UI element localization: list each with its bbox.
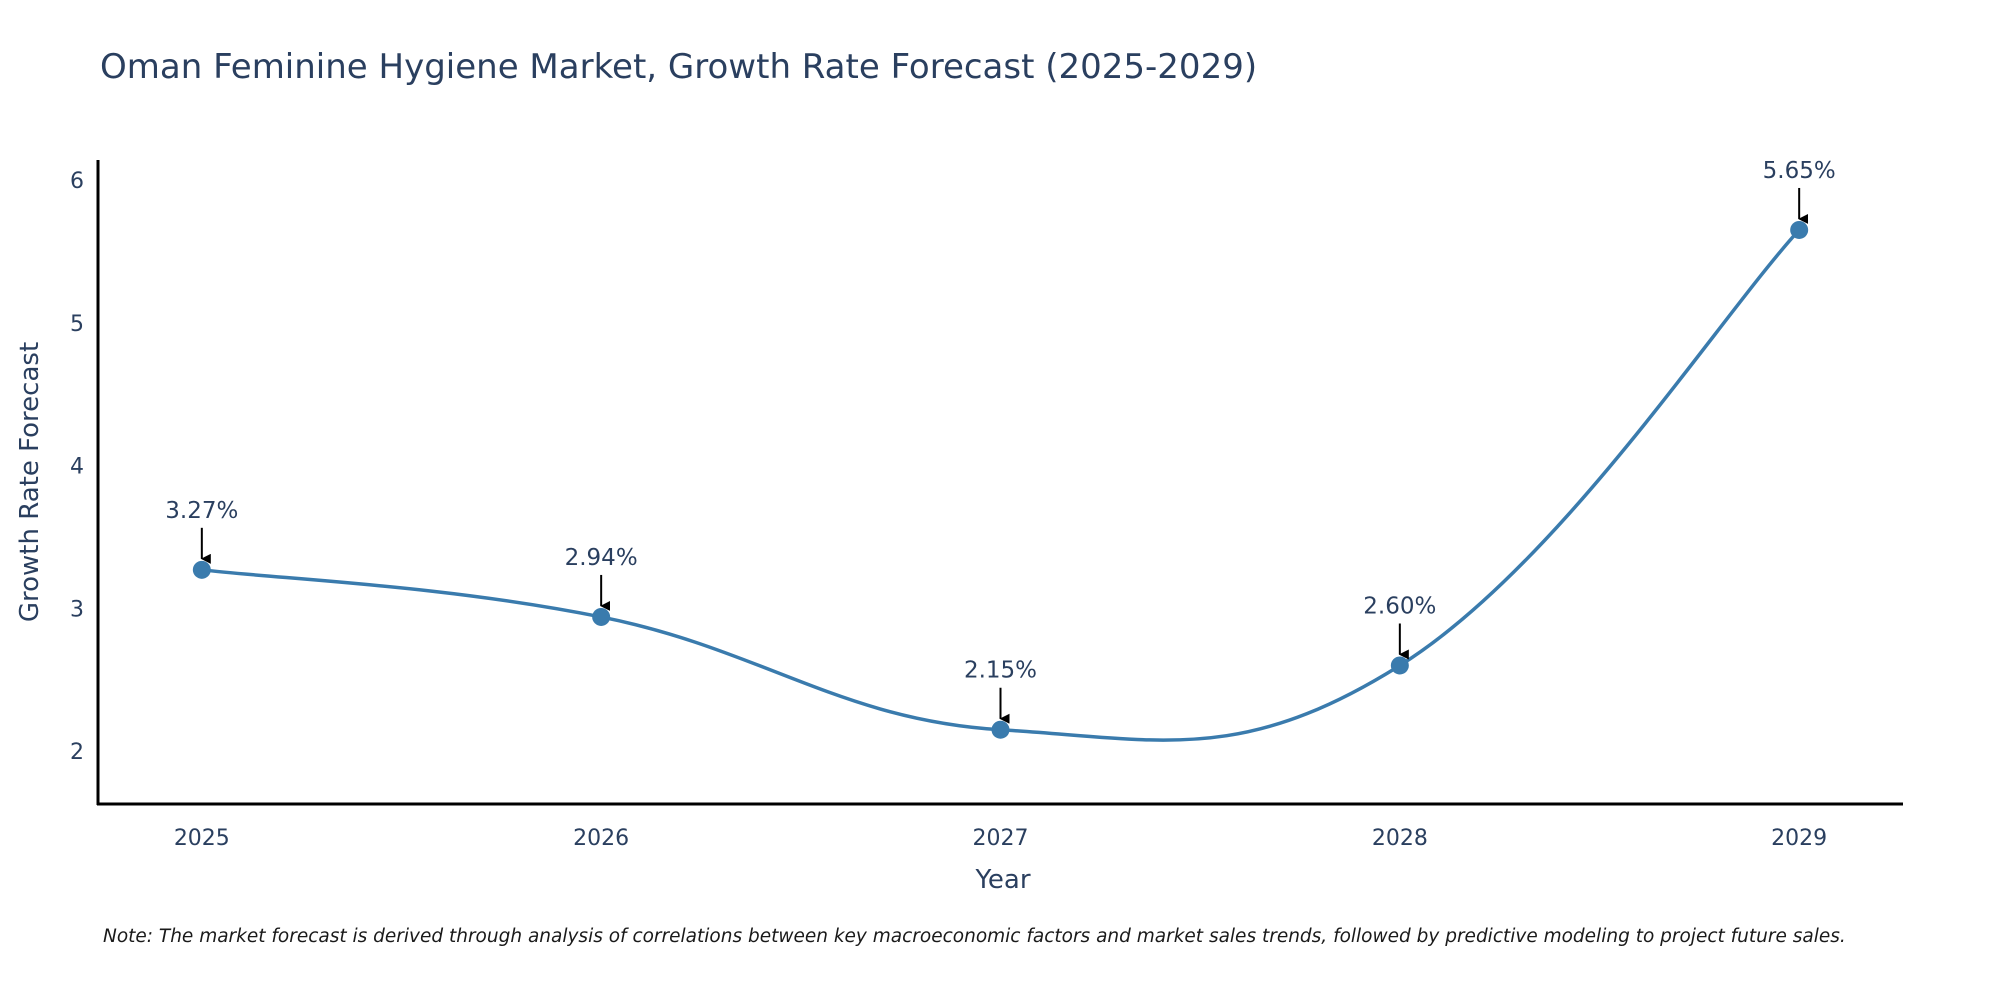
data-point xyxy=(592,607,611,626)
y-tick-label: 5 xyxy=(70,312,84,337)
data-point xyxy=(1390,656,1409,675)
footnote: Note: The market forecast is derived thr… xyxy=(103,926,1846,947)
data-point xyxy=(192,560,211,579)
x-tick-label: 2029 xyxy=(1771,826,1827,851)
y-tick-label: 6 xyxy=(70,169,84,194)
y-axis-title: Growth Rate Forecast xyxy=(15,342,45,622)
x-tick-label: 2028 xyxy=(1372,826,1428,851)
y-tick-label: 2 xyxy=(70,740,84,765)
y-tick-label: 3 xyxy=(70,597,84,622)
x-tick-label: 2026 xyxy=(573,826,629,851)
x-axis-title: Year xyxy=(974,865,1030,895)
x-tick-label: 2025 xyxy=(174,826,230,851)
data-label: 2.15% xyxy=(964,658,1037,684)
data-label: 3.27% xyxy=(165,498,238,524)
x-tick-label: 2027 xyxy=(973,826,1029,851)
chart-title: Oman Feminine Hygiene Market, Growth Rat… xyxy=(100,47,1257,87)
series-line xyxy=(201,228,1801,742)
data-label: 5.65% xyxy=(1763,158,1836,184)
data-point xyxy=(1790,220,1809,239)
y-tick-label: 4 xyxy=(70,455,84,480)
plot-area: 2 3 4 5 6 2025 2026 2027 2028 2029 3.27% 2.94% 2.15%… xyxy=(70,158,1903,851)
data-label: 2.60% xyxy=(1363,593,1436,619)
data-point xyxy=(991,720,1010,739)
data-label: 2.94% xyxy=(565,545,638,571)
